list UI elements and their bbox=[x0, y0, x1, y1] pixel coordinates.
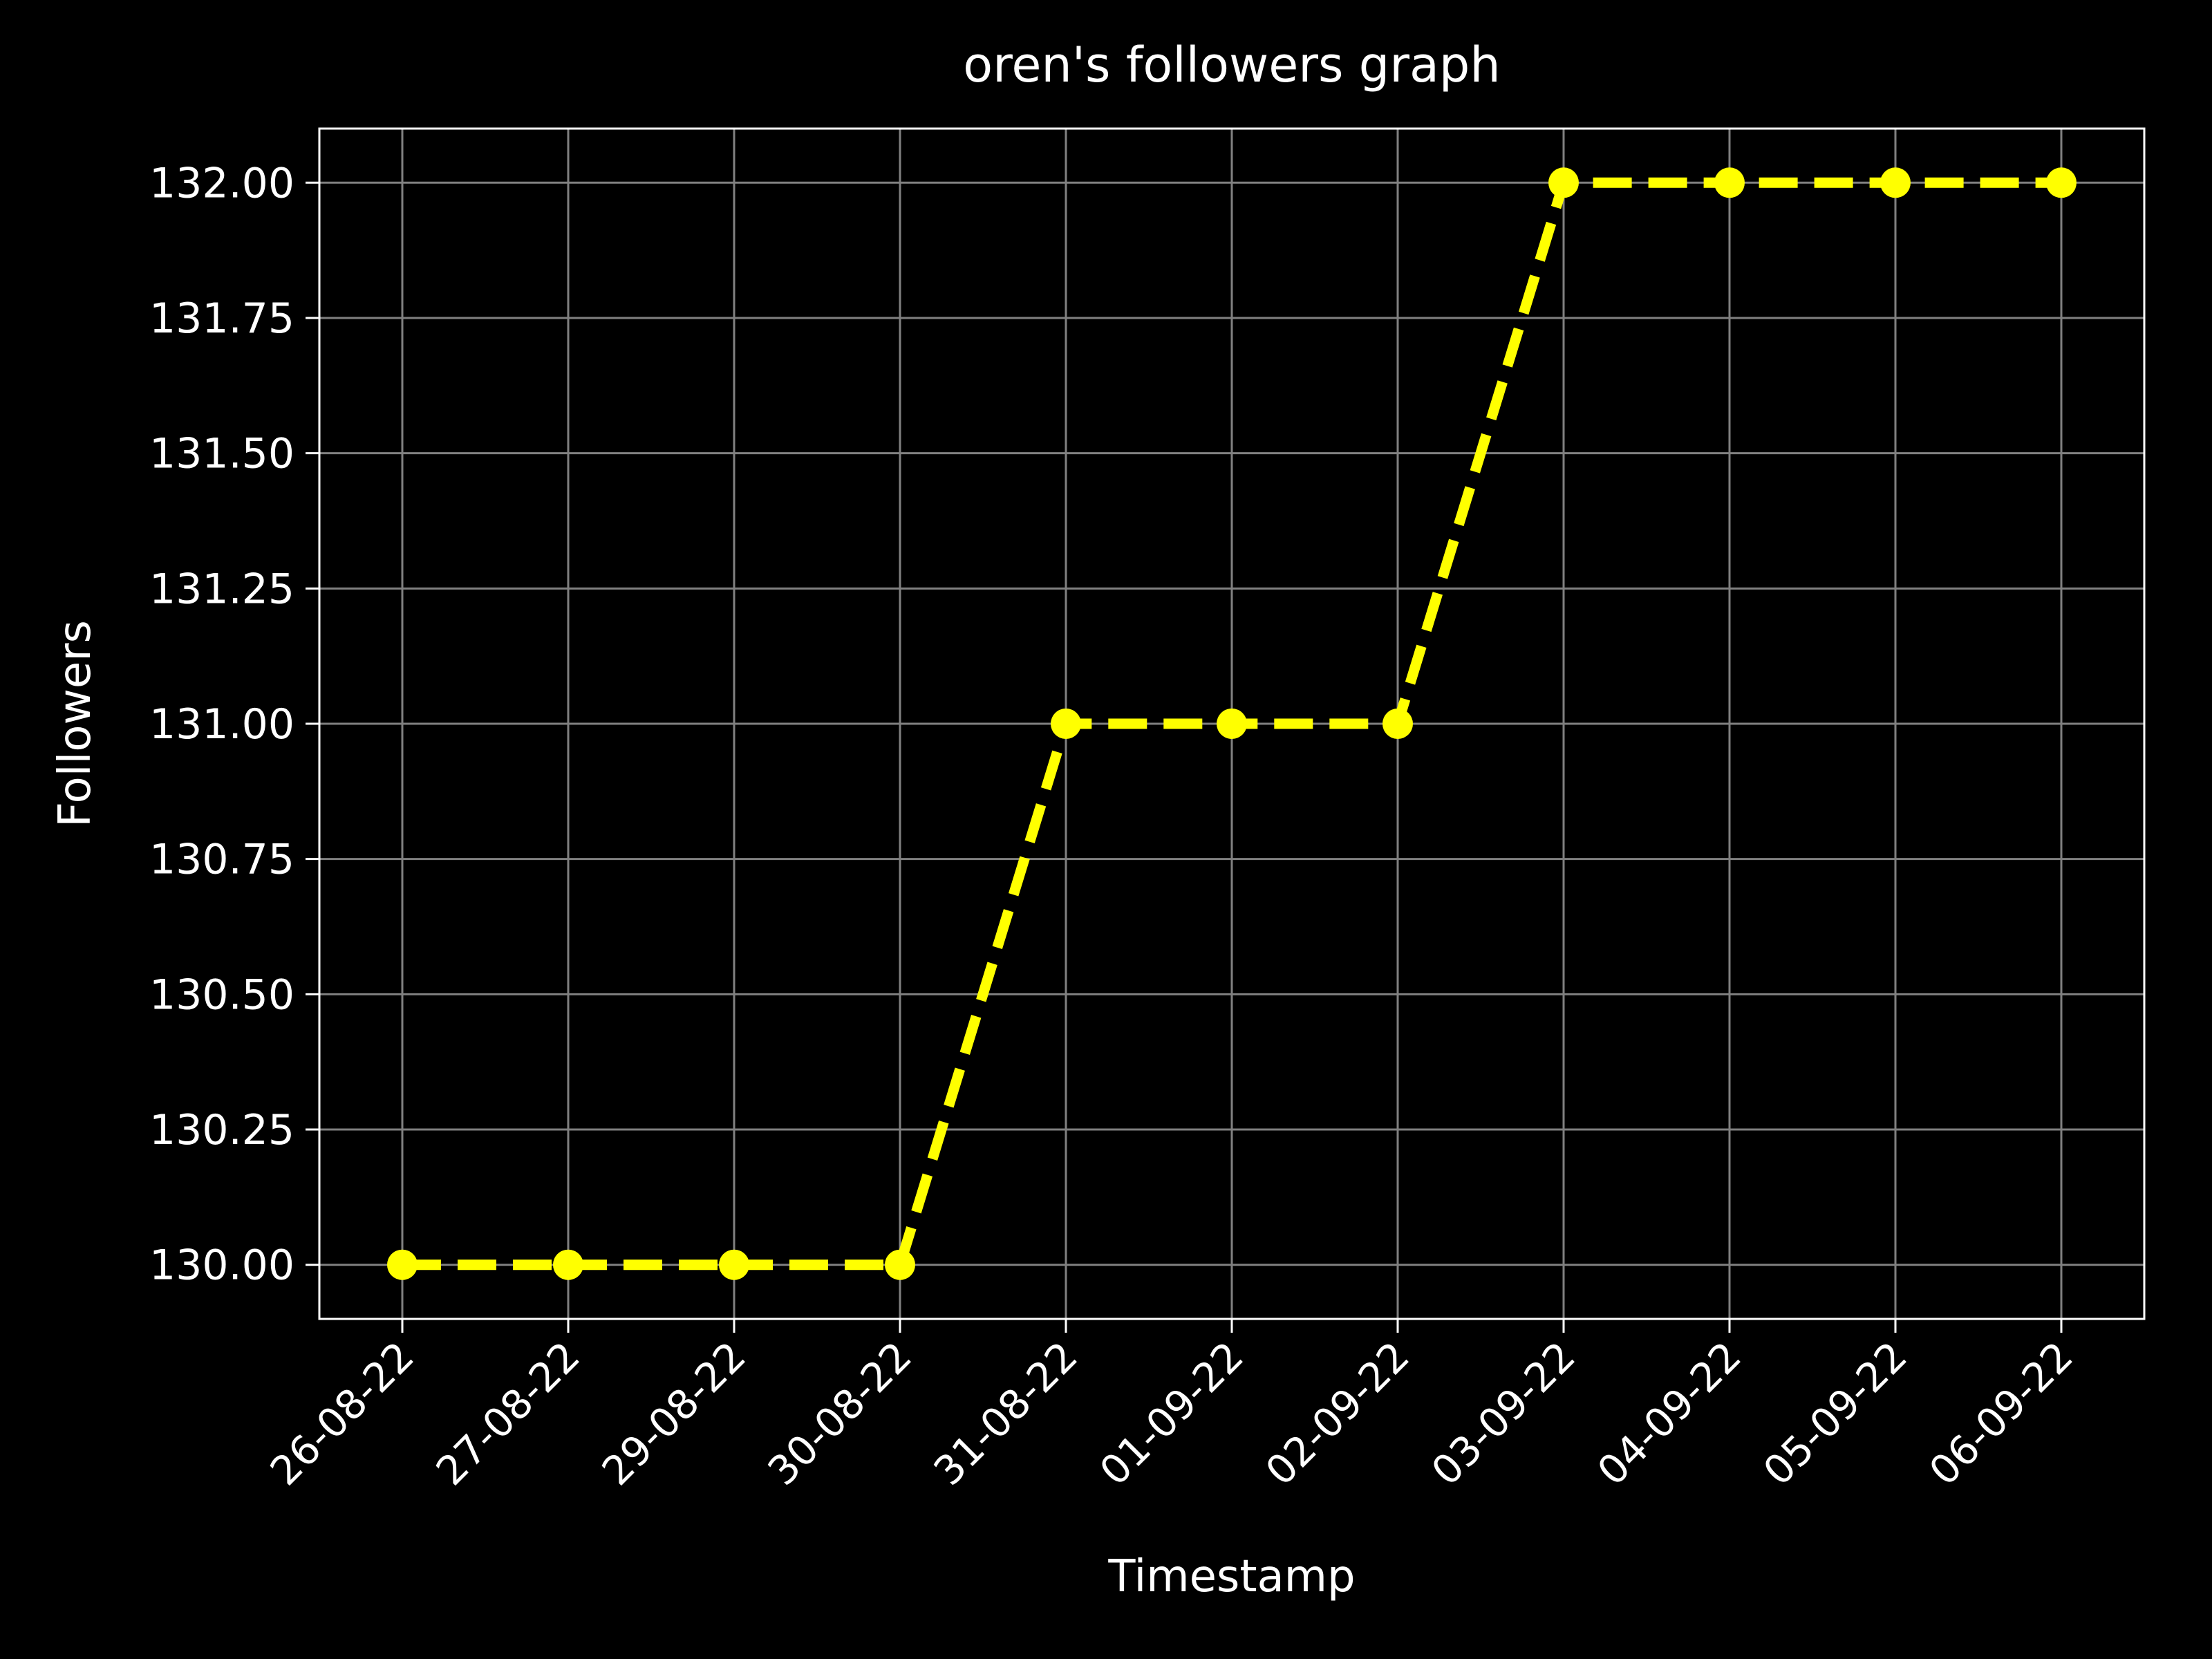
data-point bbox=[1217, 709, 1247, 739]
y-tick-label: 132.00 bbox=[149, 159, 294, 207]
data-markers bbox=[387, 167, 2077, 1280]
data-point bbox=[1051, 709, 1081, 739]
data-point bbox=[2046, 167, 2077, 198]
plot-area-frame bbox=[318, 127, 2146, 1320]
data-point bbox=[1880, 167, 1911, 198]
data-point bbox=[1382, 709, 1413, 739]
data-point bbox=[553, 1249, 583, 1280]
y-tick-label: 131.50 bbox=[149, 430, 294, 478]
data-point bbox=[885, 1249, 915, 1280]
y-tick-label: 130.25 bbox=[149, 1106, 294, 1154]
data-point bbox=[1548, 167, 1579, 198]
x-axis-label: Timestamp bbox=[1107, 1551, 1355, 1602]
y-tick-label: 130.75 bbox=[149, 836, 294, 884]
data-point bbox=[719, 1249, 749, 1280]
y-axis-ticks: 130.00 130.25 130.50 130.75 131.00 131.25 131.… bbox=[149, 159, 319, 1290]
y-tick-label: 131.25 bbox=[149, 565, 294, 613]
data-point bbox=[387, 1249, 418, 1280]
chart-title: oren's followers graph bbox=[963, 37, 1500, 93]
y-tick-label: 130.00 bbox=[149, 1241, 294, 1290]
y-tick-label: 131.75 bbox=[149, 294, 294, 343]
y-tick-label: 130.50 bbox=[149, 971, 294, 1019]
data-point bbox=[1714, 167, 1745, 198]
y-tick-label: 131.00 bbox=[149, 700, 294, 749]
y-axis-label: Followers bbox=[50, 620, 101, 827]
